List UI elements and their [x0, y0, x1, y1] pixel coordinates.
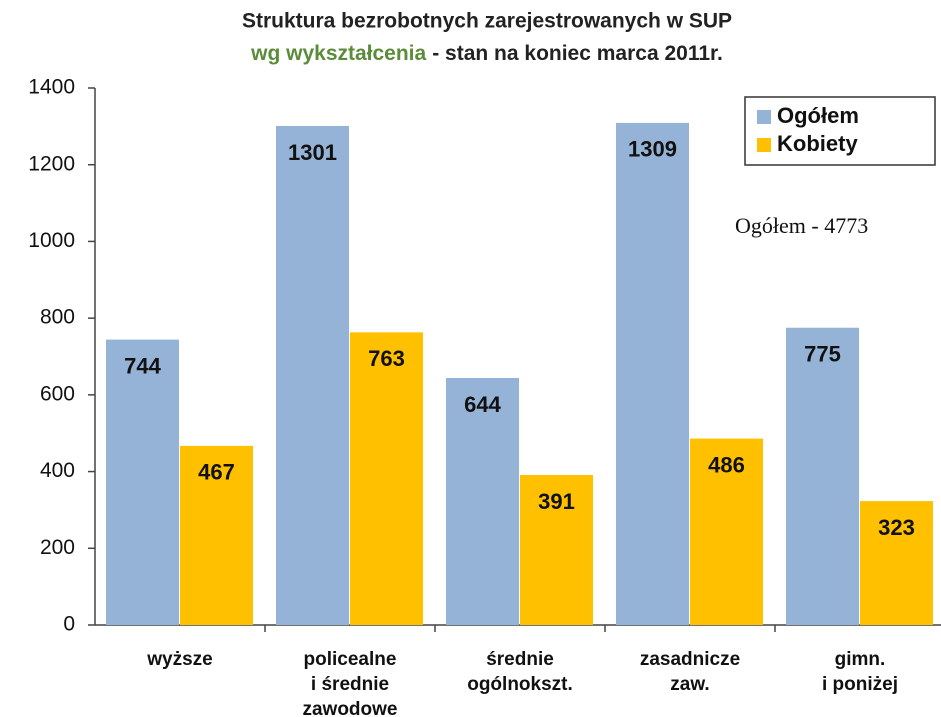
data-label: 1309 — [628, 137, 677, 162]
y-tick-label: 600 — [40, 382, 75, 405]
y-tick-label: 1000 — [28, 229, 75, 252]
bar — [690, 438, 763, 625]
legend-label: Kobiety — [777, 131, 858, 156]
bar — [860, 501, 933, 625]
chart-subtitle: wg wykształcenia - stan na koniec marca 2… — [250, 42, 723, 65]
subtitle-highlight: wg wykształcenia — [250, 42, 426, 65]
y-tick-label: 0 — [63, 613, 75, 636]
data-label: 486 — [708, 452, 745, 477]
data-label: 391 — [538, 489, 575, 514]
bar — [276, 125, 349, 625]
y-tick-label: 200 — [40, 536, 75, 559]
data-label: 644 — [464, 392, 501, 417]
data-label: 1301 — [288, 140, 337, 165]
annotation: Ogółem - 4773 — [735, 213, 868, 238]
legend-swatch — [757, 138, 771, 152]
x-tick-label: średnie ogólnokszt. — [467, 649, 573, 695]
bar — [180, 445, 253, 625]
x-tick-label: policealne i średnie zawodowe — [302, 649, 398, 717]
data-label: 323 — [878, 515, 915, 540]
data-label: 775 — [804, 342, 841, 367]
data-label: 744 — [124, 353, 161, 378]
subtitle: - stan na koniec marca 2011r. — [432, 42, 723, 65]
y-tick-label: 400 — [40, 459, 75, 482]
y-tick-label: 800 — [40, 306, 75, 329]
bar — [616, 122, 689, 625]
legend-label: Ogółem — [777, 103, 859, 128]
chart-title: Struktura bezrobotnych zarejestrowanych … — [242, 10, 732, 33]
bar — [520, 475, 593, 625]
legend-box — [744, 96, 936, 166]
bar — [350, 332, 423, 625]
y-tick-label: 1400 — [28, 76, 75, 99]
legend: Ogółem Kobiety — [744, 96, 936, 166]
x-tick-label: gimn. i poniżej — [822, 649, 898, 695]
legend-swatch — [757, 110, 771, 124]
bar — [786, 327, 859, 625]
bar — [446, 377, 519, 625]
y-tick-label: 1200 — [28, 152, 75, 175]
x-tick-label: zasadnicze zaw. — [639, 649, 741, 695]
data-label: 763 — [368, 346, 405, 371]
x-tick-label: wyższe — [147, 649, 213, 670]
bar — [106, 339, 179, 625]
data-label: 467 — [198, 460, 235, 485]
